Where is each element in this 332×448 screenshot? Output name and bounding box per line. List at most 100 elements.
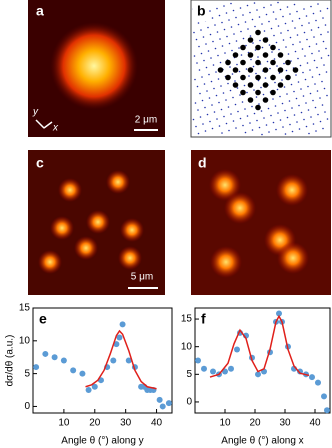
data-point: [165, 400, 172, 407]
y-tick-label: 5: [24, 368, 30, 379]
plot-frame: [32, 307, 173, 414]
lattice-dot: [280, 32, 282, 34]
lattice-dot: [202, 36, 205, 38]
lattice-dot: [296, 34, 299, 36]
lattice-dot: [246, 4, 249, 7]
atom: [247, 67, 254, 73]
lattice-dot: [297, 57, 299, 60]
lattice-dot: [288, 100, 291, 102]
lattice-dot: [231, 73, 234, 75]
lattice-dot: [289, 36, 292, 39]
panel-label: b: [197, 3, 206, 19]
lattice-dot: [223, 28, 226, 31]
lattice-dot: [320, 33, 322, 36]
data-point: [321, 393, 327, 400]
axis-label: x: [52, 123, 59, 134]
y-tick-label: 5: [186, 369, 192, 380]
lattice-dot: [221, 45, 224, 47]
lattice-dot: [198, 45, 200, 48]
lattice-dot: [210, 57, 212, 59]
lattice-dot: [194, 78, 196, 81]
lattice-dot: [264, 77, 267, 79]
lattice-dot: [326, 94, 328, 97]
lattice-dot: [207, 26, 209, 29]
lattice-dot: [283, 86, 286, 88]
lattice-dot: [291, 130, 294, 133]
lattice-dot: [225, 12, 228, 14]
lattice-dot: [306, 62, 309, 64]
lattice-dot: [211, 104, 213, 106]
lattice-dot: [317, 26, 320, 29]
panel-label: a: [36, 3, 44, 19]
lattice-dot: [325, 47, 327, 50]
panel-d-spots: [209, 169, 309, 278]
lattice-dot: [223, 115, 225, 118]
lattice-dot: [281, 102, 284, 105]
lattice-dot: [268, 131, 270, 133]
lattice-dot: [307, 109, 310, 111]
lattice-dot: [215, 94, 218, 97]
lattice-dot: [313, 59, 316, 62]
lattice-dot: [200, 52, 203, 55]
lattice-dot: [208, 97, 211, 99]
lattice-dot: [192, 118, 195, 121]
panel-c-spots: [38, 170, 144, 274]
lattice-dot: [193, 31, 195, 34]
lattice-dot: [322, 127, 324, 130]
data-point: [210, 368, 216, 375]
lattice-dot: [305, 15, 308, 17]
y-tick-label: 10: [181, 341, 193, 352]
lattice-dot: [279, 95, 281, 98]
lattice-dot: [267, 107, 270, 110]
panel-a-pattern: [37, 9, 151, 123]
data-point: [315, 379, 321, 386]
lattice-dot: [228, 42, 231, 45]
lattice-dot: [292, 43, 294, 46]
data-point: [125, 357, 132, 364]
lattice-dot: [287, 53, 290, 55]
lattice-dot: [254, 25, 256, 28]
lattice-dot: [268, 44, 271, 46]
atom: [217, 67, 224, 73]
lattice-dot: [323, 64, 325, 66]
spot: [277, 242, 309, 274]
lattice-dot: [311, 52, 313, 55]
lattice-dot: [275, 128, 277, 131]
y-axis-label: dσ/dθ (a.u.): [5, 335, 16, 387]
spot: [106, 170, 130, 194]
lattice-dot: [300, 88, 302, 90]
lattice-dot: [286, 93, 288, 95]
lattice-dot: [244, 21, 247, 23]
lattice-dot: [312, 123, 315, 125]
lattice-dot: [258, 126, 261, 129]
lattice-dot: [209, 120, 211, 123]
data-point: [110, 357, 117, 364]
data-point: [159, 403, 166, 410]
atom: [262, 52, 269, 58]
lattice-dot: [278, 48, 280, 51]
lattice-dot: [236, 87, 239, 89]
fit-line: [209, 314, 310, 378]
lattice-dot: [287, 29, 289, 32]
lattice-dot: [216, 7, 218, 10]
atom: [270, 59, 276, 66]
lattice-dot: [238, 47, 240, 49]
lattice-dot: [240, 54, 243, 56]
lattice-dot: [229, 89, 232, 92]
lattice-dot: [203, 59, 205, 62]
x-tick-label: 30: [279, 418, 291, 429]
lattice-dot: [293, 114, 296, 116]
atom: [247, 97, 254, 103]
lattice-dot: [212, 64, 215, 66]
lattice-dot: [239, 7, 242, 9]
lattice-dot: [234, 80, 236, 82]
lattice-dot: [251, 129, 254, 131]
lattice-dot: [193, 55, 196, 57]
lattice-dot: [324, 111, 326, 113]
lattice-dot: [310, 116, 312, 118]
scale-bar-label: 5 μm: [131, 272, 153, 283]
lattice-dot: [227, 82, 229, 85]
lattice-dot: [295, 74, 297, 76]
axis-arrows: [35, 119, 53, 129]
atom: [270, 74, 276, 81]
